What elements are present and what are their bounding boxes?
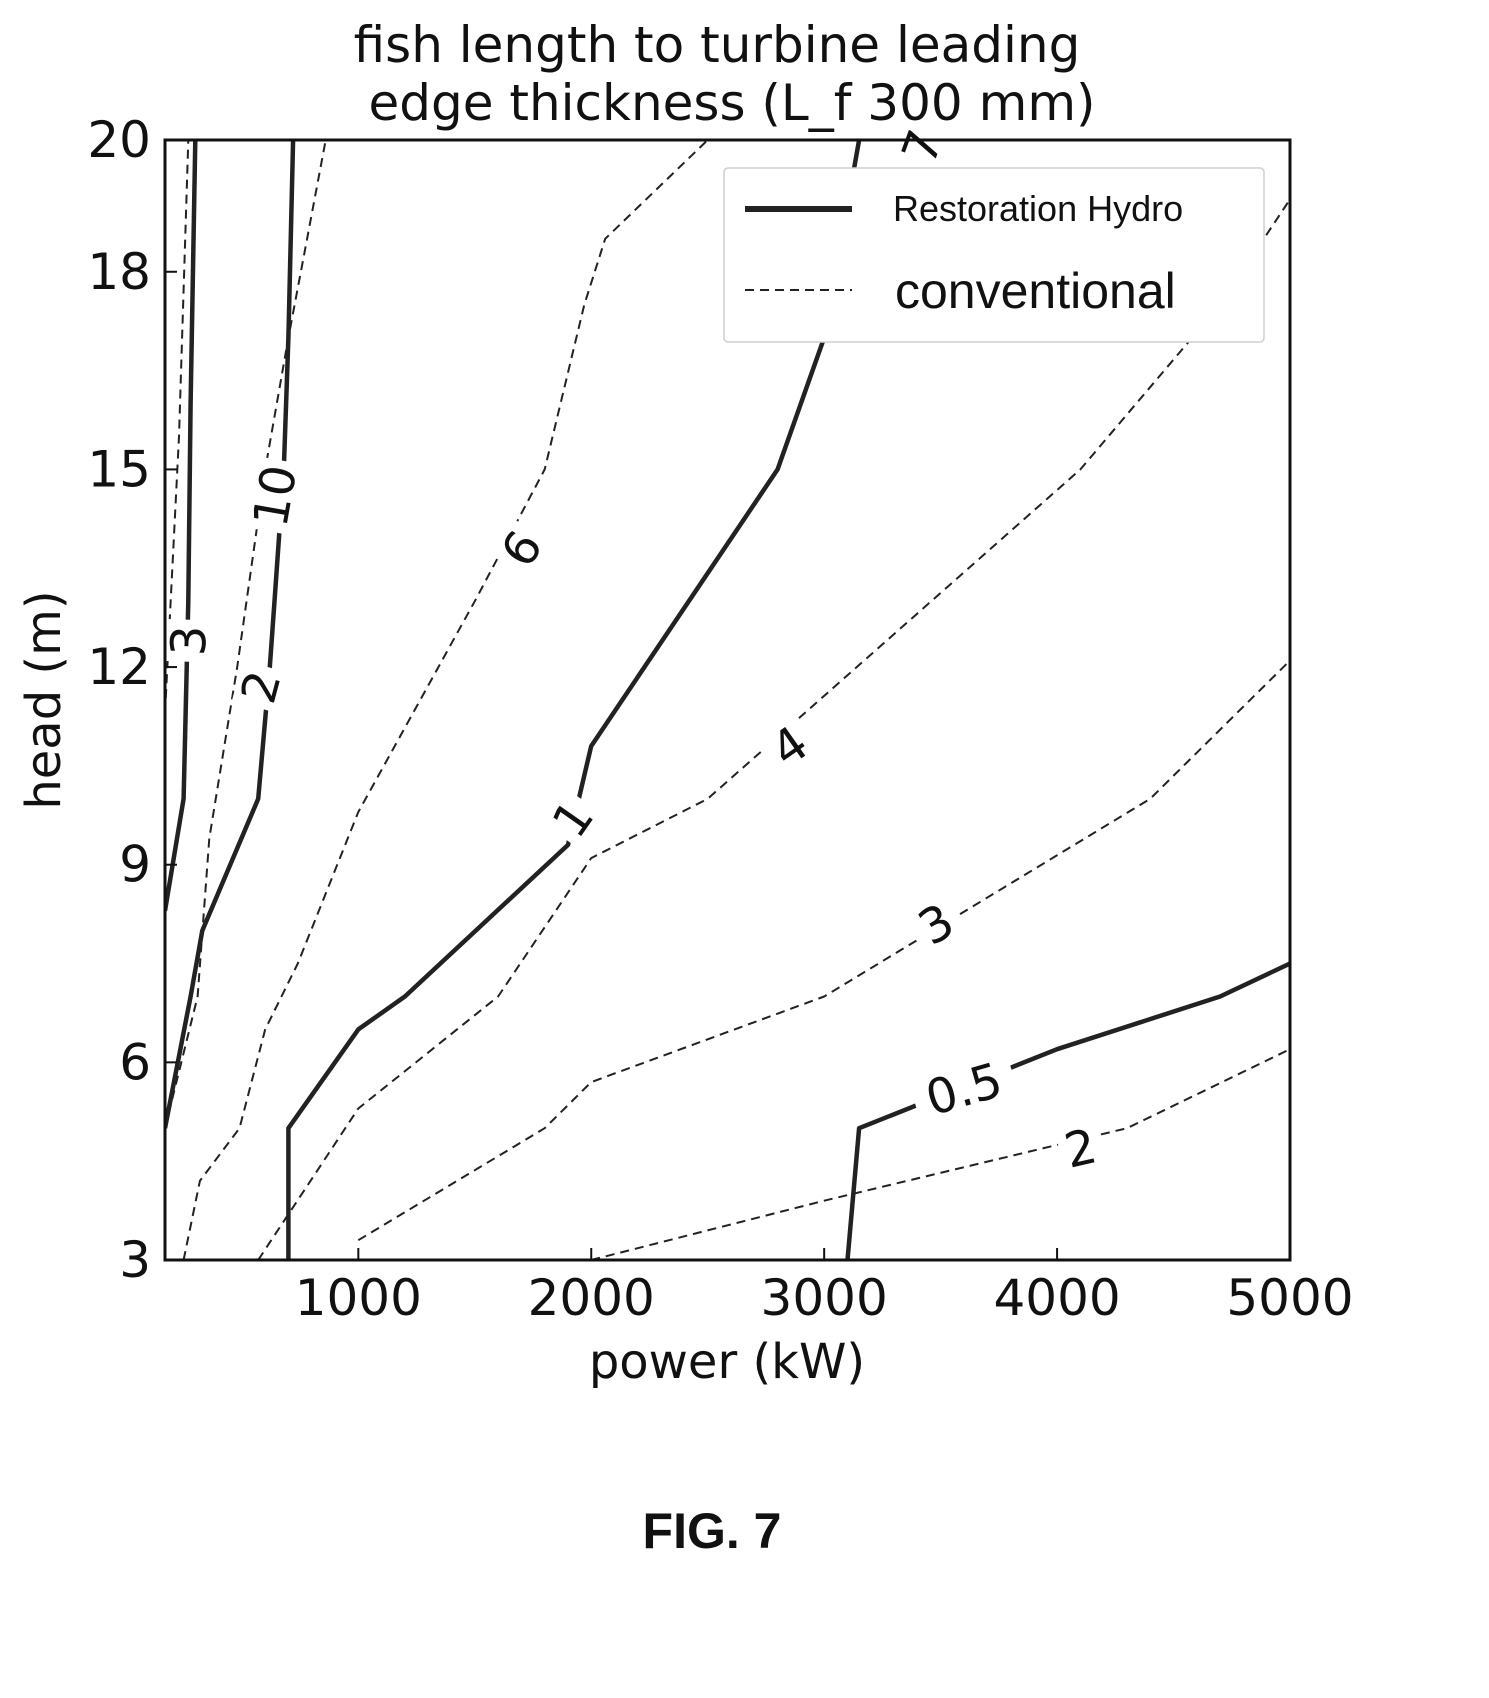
contour-label-bg: [908, 1051, 1020, 1126]
y-tick-label: 20: [87, 111, 151, 169]
legend-label-restoration-hydro: Restoration Hydro: [893, 188, 1183, 229]
contour-label: 10: [243, 461, 309, 531]
contour-label-group: 3: [161, 618, 218, 663]
x-tick-label: 2000: [528, 1269, 655, 1327]
contour-label-group: 10: [243, 456, 309, 536]
contour-label-bg: [758, 714, 821, 778]
x-tick-label: 5000: [1226, 1269, 1353, 1327]
y-tick-label: 12: [87, 638, 151, 696]
contour-label-group: 3: [905, 892, 967, 957]
y-axis-ticks: 3 6 9 12 15 18 20: [87, 111, 177, 1289]
contour-label-bg: [244, 456, 305, 536]
contour-label-bg: [1054, 1119, 1107, 1177]
legend-box: [723, 167, 1265, 343]
chart-title-line2: edge thickness (L_f 300 mm): [368, 74, 1095, 132]
y-axis-label: head (m): [16, 590, 72, 809]
contour-label: 3: [161, 624, 218, 656]
restoration-hydro-contour-1: [286, 140, 862, 1260]
y-tick-label: 15: [87, 440, 151, 498]
contour-label-bg: [892, 118, 952, 175]
x-tick-label: 1000: [295, 1269, 422, 1327]
x-axis-label: power (kW): [589, 1334, 865, 1390]
restoration-hydro-contour-10: [165, 140, 296, 1129]
figure-caption: FIG. 7: [643, 1503, 782, 1559]
conventional-contour-3: [357, 659, 1290, 1242]
contour-label-group: 2: [1054, 1118, 1107, 1180]
conventional-contour-8: [182, 140, 709, 1260]
contour-label-group: 4: [758, 714, 821, 779]
restoration-hydro-contour-3: [165, 140, 198, 912]
contour-label-bg: [905, 892, 967, 956]
contour-label-bg: [540, 787, 605, 850]
contour-label-bg: [231, 660, 290, 714]
x-tick-label: 3000: [761, 1269, 888, 1327]
y-tick-label: 9: [119, 836, 151, 894]
y-tick-label: 6: [119, 1033, 151, 1091]
restoration-hydro-contour-0-5: [845, 961, 1290, 1260]
contour-label-group: 6: [489, 517, 554, 580]
contour-label-group: 2: [230, 660, 292, 714]
contour-label-bg: [163, 618, 214, 663]
y-tick-label: 18: [87, 243, 151, 301]
y-tick-label: 3: [119, 1231, 151, 1289]
conventional-contour-2: [590, 1048, 1290, 1260]
chart-title-line1: fish length to turbine leading: [354, 16, 1081, 74]
contour-label-bg: [489, 517, 553, 580]
x-axis-ticks: 1000 2000 3000 4000 5000: [295, 1248, 1354, 1327]
contour-lines: [165, 140, 1290, 1260]
legend-label-conventional: conventional: [895, 263, 1176, 319]
x-tick-label: 4000: [993, 1269, 1120, 1327]
contour-label-group: 0.5: [908, 1051, 1020, 1127]
conventional-contour-2: [165, 140, 327, 1129]
contour-label: 0.5: [920, 1052, 1009, 1127]
plot-frame: [163, 138, 1292, 1262]
contour-label-group: 1: [540, 787, 605, 850]
legend: Restoration Hydro conventional: [723, 167, 1265, 343]
